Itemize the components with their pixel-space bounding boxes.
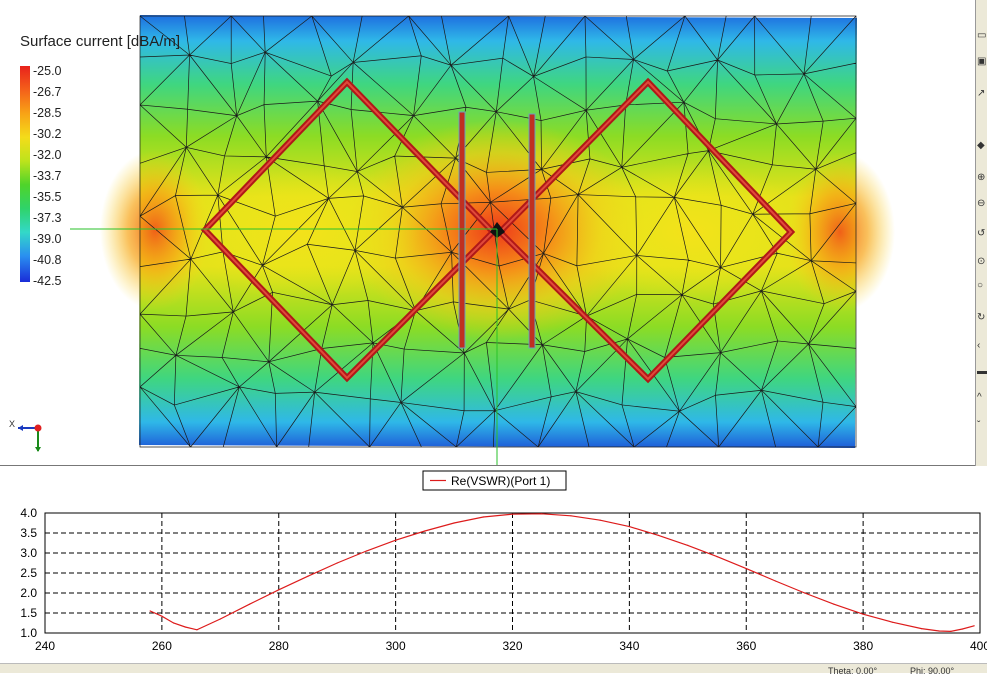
3d-viewport[interactable]: Surface current [dBA/m] -25.0 -26.7 -28.5 -…	[0, 0, 975, 466]
diamond-icon[interactable]: ◆	[977, 140, 985, 151]
x-tick-label: 300	[386, 639, 406, 653]
series-point	[628, 526, 630, 528]
rotate-right-icon[interactable]: ↻	[977, 312, 986, 323]
rotate-left-icon[interactable]: ↺	[977, 228, 986, 239]
status-cell: Phi: 90.00°	[910, 666, 955, 676]
series-point	[973, 625, 975, 627]
series-point	[184, 626, 186, 628]
series-point	[745, 568, 747, 570]
series-point	[248, 603, 251, 605]
zoom-out-icon[interactable]: ⊖	[977, 198, 986, 209]
status-cell: Theta: 0.00°	[828, 666, 878, 676]
y-tick-label: 2.5	[20, 566, 37, 580]
mesh-triangles	[139, 15, 857, 448]
antenna-structure	[200, 77, 796, 384]
series-point	[920, 628, 923, 630]
color-scale-tick: -42.5	[33, 274, 62, 288]
color-scale-tick: -28.5	[33, 106, 62, 120]
caret-down-icon[interactable]: ˇ	[977, 420, 981, 431]
color-scale-bar	[20, 66, 30, 282]
y-tick-label: 1.0	[20, 626, 37, 640]
series-point	[891, 621, 893, 623]
x-tick-label: 400	[970, 639, 987, 653]
x-tick-label: 380	[853, 639, 873, 653]
series-point	[453, 522, 455, 524]
view-fit-icon[interactable]: ▣	[977, 56, 987, 67]
x-tick-label: 320	[502, 639, 522, 653]
color-scale-tick: -26.7	[33, 85, 62, 99]
series-point	[961, 628, 964, 630]
y-tick-label: 3.5	[20, 526, 37, 540]
zoom-in-icon[interactable]: ⊕	[977, 172, 986, 183]
series-point	[511, 513, 514, 515]
x-tick-label: 360	[736, 639, 756, 653]
x-tick-label: 280	[269, 639, 289, 653]
result-chart-panel: 240 260 280 300 320 340 360 380 400 1.0 1.5 2.0 2.5 3…	[0, 467, 987, 663]
series-point	[424, 530, 426, 532]
series-point	[862, 613, 864, 615]
series-point	[716, 556, 718, 558]
status-bar: Theta: 0.00° Phi: 90.00°	[0, 663, 987, 676]
color-scale-tick: -25.0	[33, 64, 62, 78]
y-tick-label: 2.0	[20, 586, 37, 600]
color-scale-tick: -39.0	[33, 232, 62, 246]
circle-icon[interactable]: ○	[977, 280, 984, 291]
series-point	[365, 550, 368, 552]
color-scale-tick: -35.5	[33, 190, 62, 204]
x-tick-label: 260	[152, 639, 172, 653]
bar-icon[interactable]: ▬	[977, 366, 987, 377]
y-tick-label: 4.0	[20, 506, 37, 520]
series-point	[307, 575, 309, 577]
series-point	[804, 592, 806, 594]
view-toolbar: ▭ ▣ ↗ ◆ ⊕ ⊖ ↺ ⊙ ○ ↻ ‹ ▬ ^ ˇ	[975, 0, 987, 466]
series-point	[541, 513, 543, 515]
series-point	[395, 539, 397, 541]
series-point	[161, 615, 163, 617]
legend-label: Re(VSWR)(Port 1)	[451, 474, 550, 488]
x-tick-label: 240	[35, 639, 55, 653]
rotate-arrow-icon[interactable]: ↗	[977, 88, 986, 99]
series-point	[219, 618, 221, 620]
mesh-edges	[139, 15, 857, 448]
x-tick-label: 340	[619, 639, 639, 653]
series-point	[938, 630, 940, 632]
view-frame-icon[interactable]: ▭	[977, 30, 987, 41]
series-point	[599, 519, 601, 521]
series-point	[172, 622, 175, 624]
color-scale-tick: -40.8	[33, 253, 62, 267]
legend-box[interactable]	[422, 470, 567, 491]
series-point	[833, 603, 835, 605]
crosshair	[70, 228, 498, 466]
series-point	[950, 630, 952, 632]
caret-up-icon[interactable]: ^	[977, 392, 982, 403]
series-point	[570, 515, 572, 517]
color-scale-tick: -32.0	[33, 148, 62, 162]
y-tick-label: 3.0	[20, 546, 37, 560]
color-scale-tick: -33.7	[33, 169, 62, 183]
series-point	[149, 610, 151, 612]
vswr-chart[interactable]: 240 260 280 300 320 340 360 380 400 1.0 1.5 2.0 2.5 3…	[0, 467, 987, 663]
axis-triad-icon[interactable]: X	[8, 416, 48, 456]
series-point	[774, 580, 777, 582]
series-point	[196, 629, 198, 631]
target-icon[interactable]: ⊙	[977, 256, 986, 267]
series-point	[336, 562, 338, 564]
axis-x-label: X	[9, 419, 15, 429]
surface-current-plot[interactable]	[0, 0, 975, 466]
series-point	[657, 534, 660, 536]
color-scale-tick: -37.3	[33, 211, 62, 225]
color-scale-tick: -30.2	[33, 127, 62, 141]
chevron-left-icon[interactable]: ‹	[977, 340, 981, 351]
series-line[interactable]	[149, 513, 975, 633]
legend-title: Surface current [dBA/m]	[20, 33, 181, 50]
y-tick-label: 1.5	[20, 606, 37, 620]
series-point	[482, 516, 484, 518]
series-point	[278, 589, 280, 591]
series-point	[687, 544, 689, 546]
